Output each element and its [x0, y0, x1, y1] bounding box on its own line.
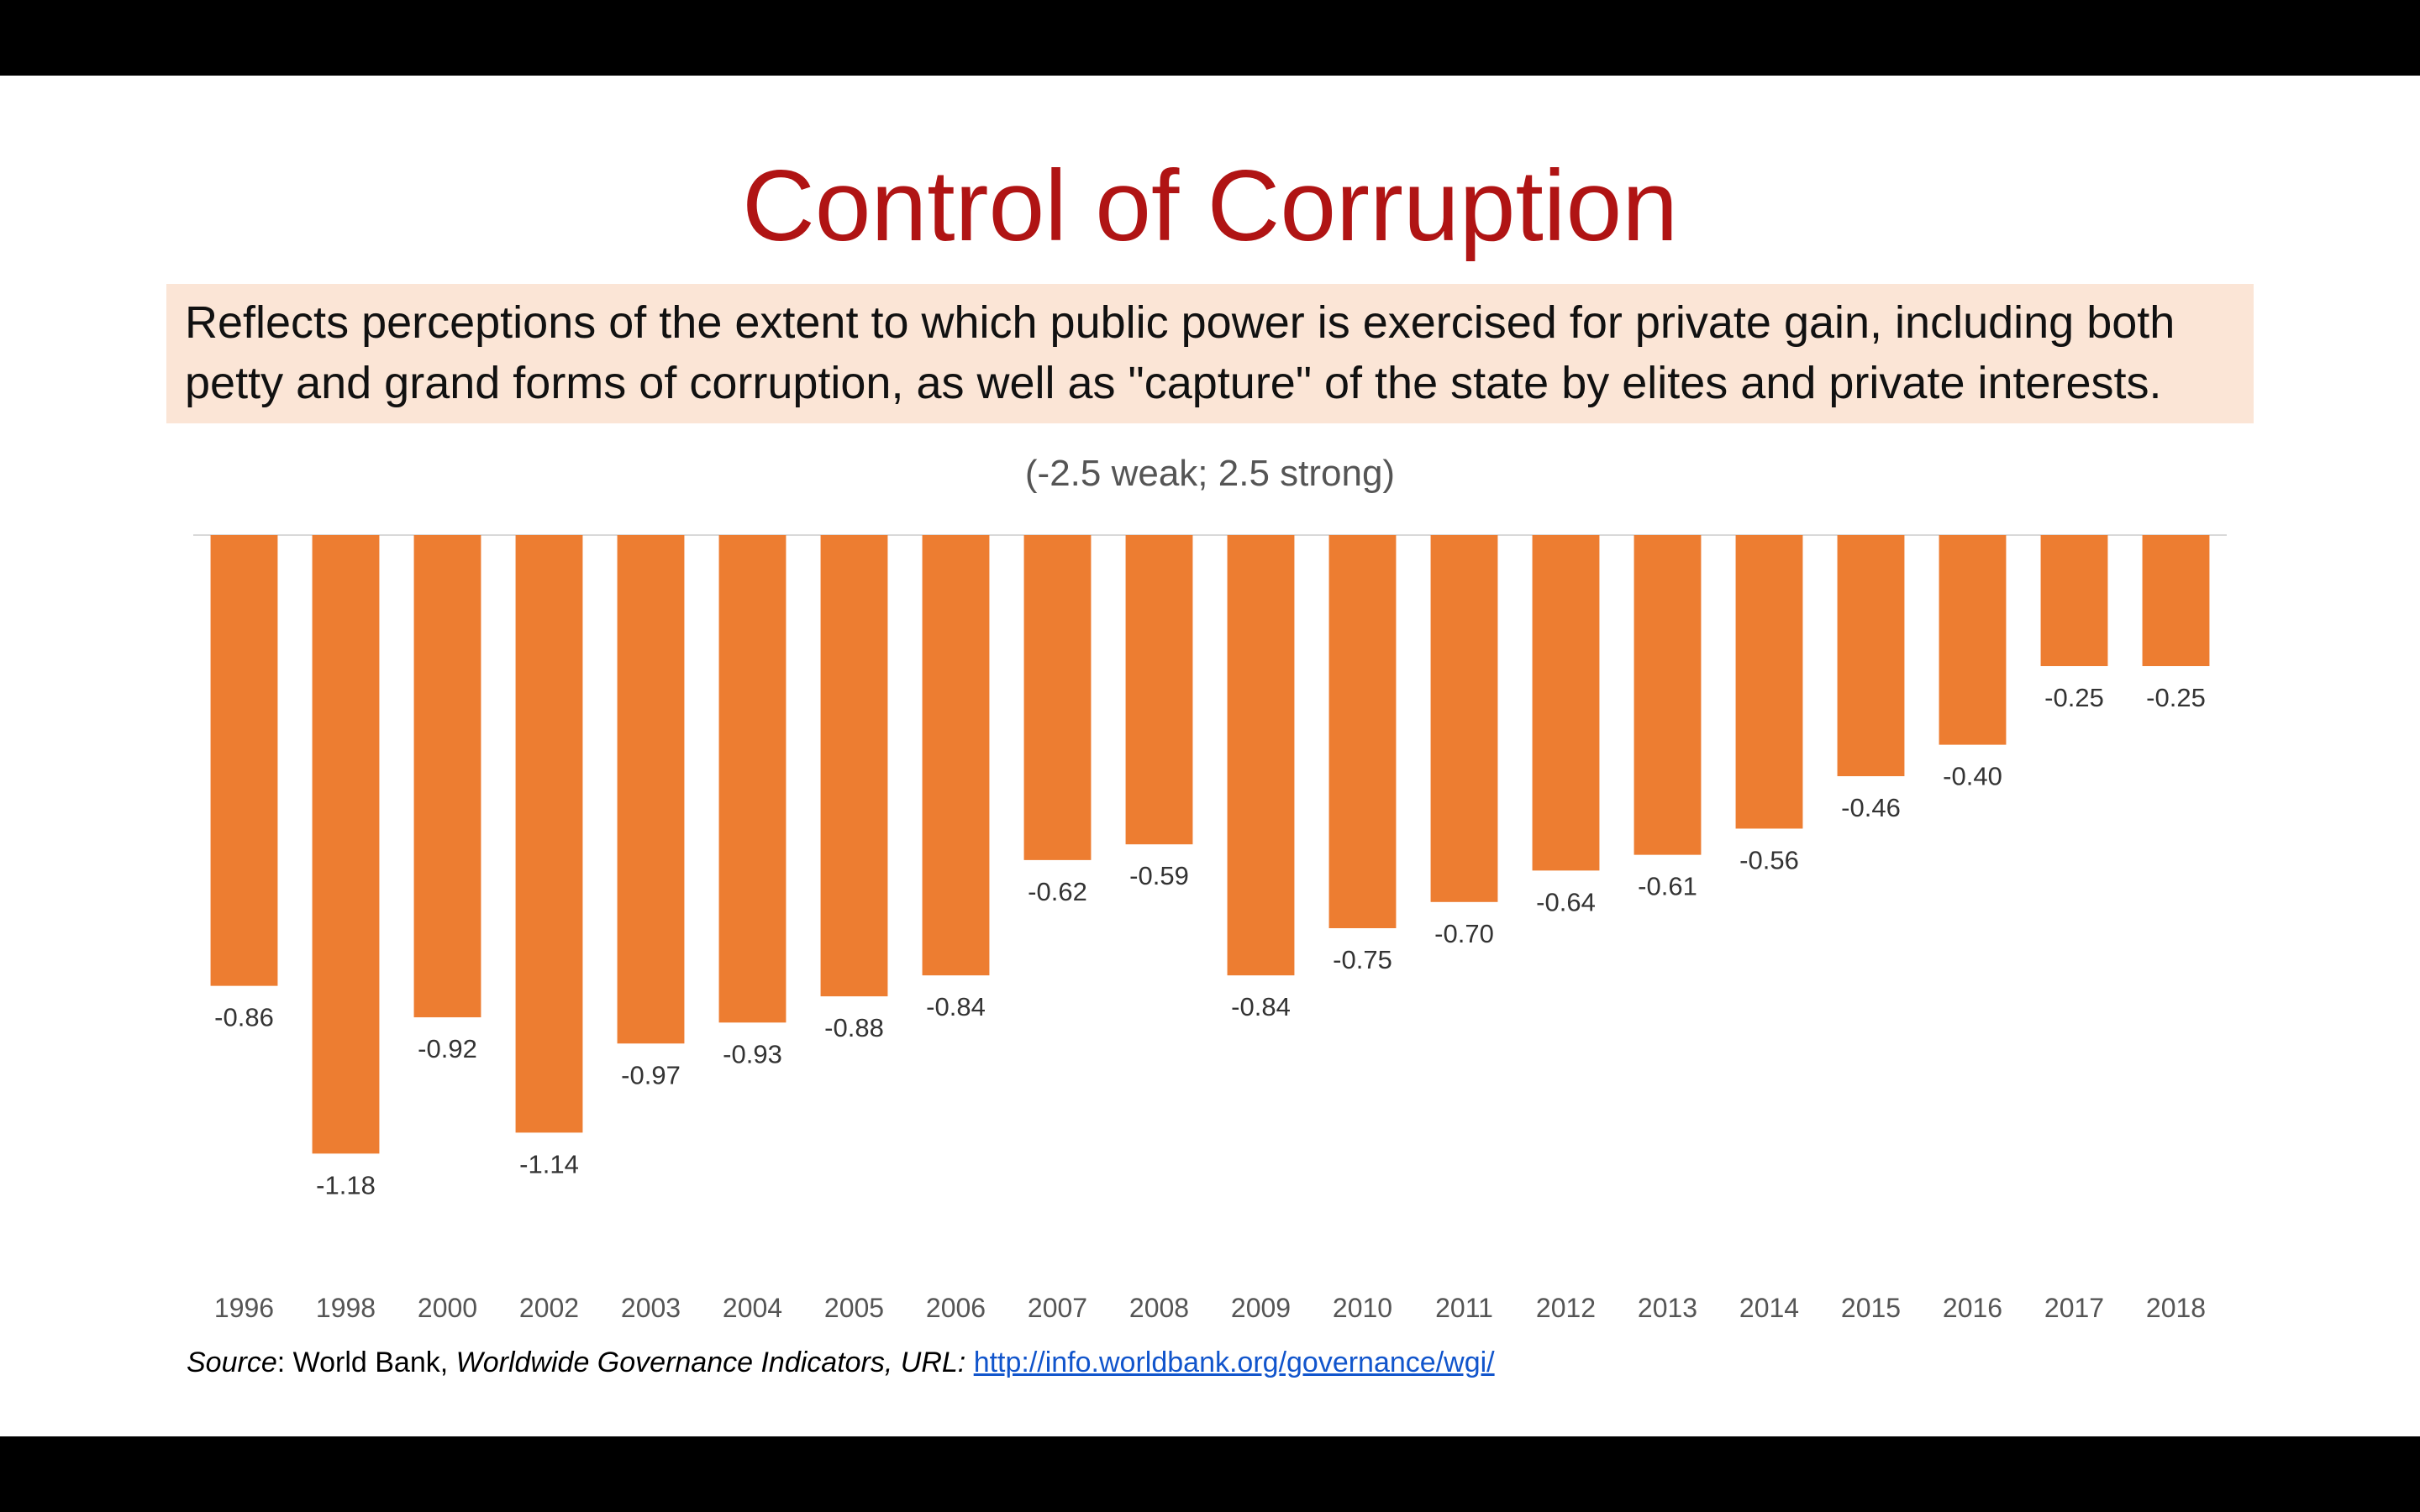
data-label-2018: -0.25 — [2146, 683, 2206, 712]
bar-1998 — [312, 535, 380, 1154]
bar-2013 — [1634, 535, 1702, 855]
data-label-1996: -0.86 — [214, 1003, 274, 1032]
bar-2012 — [1532, 535, 1600, 871]
bar-2005 — [820, 535, 888, 997]
bar-2009 — [1227, 535, 1295, 976]
data-label-2004: -0.93 — [723, 1039, 782, 1068]
data-label-2010: -0.75 — [1333, 945, 1392, 974]
bar-chart: -0.86 1996 -1.18 1998 -0.92 2000 -1.14 2002 -0.9… — [193, 534, 2227, 1323]
bar-1996 — [210, 535, 278, 986]
source-label: Source — [187, 1347, 277, 1378]
bar-2014 — [1735, 535, 1803, 829]
data-label-2012: -0.64 — [1536, 887, 1596, 916]
description-line-2: petty and grand forms of corruption, as … — [185, 358, 2162, 408]
data-label-2006: -0.84 — [926, 992, 986, 1021]
slide: Control of Corruption Reflects perceptio… — [0, 76, 2420, 1436]
x-tick-label-2006: 2006 — [926, 1293, 986, 1323]
x-tick-label-2017: 2017 — [2044, 1293, 2104, 1323]
x-tick-label-2010: 2010 — [1333, 1293, 1392, 1323]
bar-2011 — [1430, 535, 1498, 902]
description-line-1: Reflects perceptions of the extent to wh… — [185, 297, 2175, 348]
bar-2003 — [617, 535, 685, 1044]
x-tick-label-2005: 2005 — [824, 1293, 884, 1323]
data-label-2002: -1.14 — [519, 1149, 579, 1179]
bar-2002 — [515, 535, 583, 1133]
bar-2016 — [1939, 535, 2007, 745]
data-label-2013: -0.61 — [1638, 872, 1697, 901]
x-tick-label-2011: 2011 — [1435, 1293, 1493, 1323]
bar-2015 — [1837, 535, 1905, 777]
x-tick-label-1998: 1998 — [316, 1293, 376, 1323]
x-tick-label-2013: 2013 — [1638, 1293, 1697, 1323]
source-url-link[interactable]: http://info.worldbank.org/governance/wgi… — [973, 1347, 1495, 1378]
x-tick-label-2008: 2008 — [1129, 1293, 1189, 1323]
data-label-2015: -0.46 — [1841, 793, 1901, 822]
source-publication: Worldwide Governance Indicators, URL: — [455, 1347, 974, 1378]
x-tick-label-2000: 2000 — [418, 1293, 477, 1323]
data-label-2000: -0.92 — [418, 1034, 477, 1063]
source-separator: : World Bank, — [276, 1347, 456, 1378]
data-label-2011: -0.70 — [1434, 919, 1494, 948]
x-tick-label-2002: 2002 — [519, 1293, 579, 1323]
x-tick-label-2016: 2016 — [1943, 1293, 2002, 1323]
data-label-2017: -0.25 — [2044, 683, 2104, 712]
description-box: Reflects perceptions of the extent to wh… — [166, 284, 2254, 423]
bar-2004 — [718, 535, 786, 1023]
bar-2008 — [1125, 535, 1193, 845]
x-tick-label-2004: 2004 — [723, 1293, 782, 1323]
x-tick-label-1996: 1996 — [214, 1293, 274, 1323]
bar-2007 — [1023, 535, 1092, 860]
data-label-2005: -0.88 — [824, 1013, 884, 1042]
bar-2010 — [1328, 535, 1397, 928]
x-tick-label-2007: 2007 — [1028, 1293, 1087, 1323]
x-tick-label-2014: 2014 — [1739, 1293, 1799, 1323]
data-label-2009: -0.84 — [1231, 992, 1291, 1021]
x-tick-label-2009: 2009 — [1231, 1293, 1291, 1323]
x-tick-label-2003: 2003 — [621, 1293, 681, 1323]
data-label-2014: -0.56 — [1739, 845, 1799, 874]
bar-2006 — [922, 535, 990, 976]
bar-2018 — [2142, 535, 2210, 666]
bar-2000 — [413, 535, 481, 1018]
bar-2017 — [2040, 535, 2108, 666]
data-label-2007: -0.62 — [1028, 877, 1087, 906]
data-label-1998: -1.18 — [316, 1170, 376, 1200]
x-tick-label-2012: 2012 — [1536, 1293, 1596, 1323]
page-title: Control of Corruption — [742, 150, 1678, 262]
x-tick-label-2018: 2018 — [2146, 1293, 2206, 1323]
data-label-2003: -0.97 — [621, 1060, 681, 1089]
data-label-2016: -0.40 — [1943, 762, 2002, 791]
data-label-2008: -0.59 — [1129, 861, 1189, 890]
source-citation: Source: World Bank, Worldwide Governance… — [187, 1344, 1495, 1381]
x-tick-label-2015: 2015 — [1841, 1293, 1901, 1323]
chart-subtitle: (-2.5 weak; 2.5 strong) — [1024, 453, 1396, 494]
